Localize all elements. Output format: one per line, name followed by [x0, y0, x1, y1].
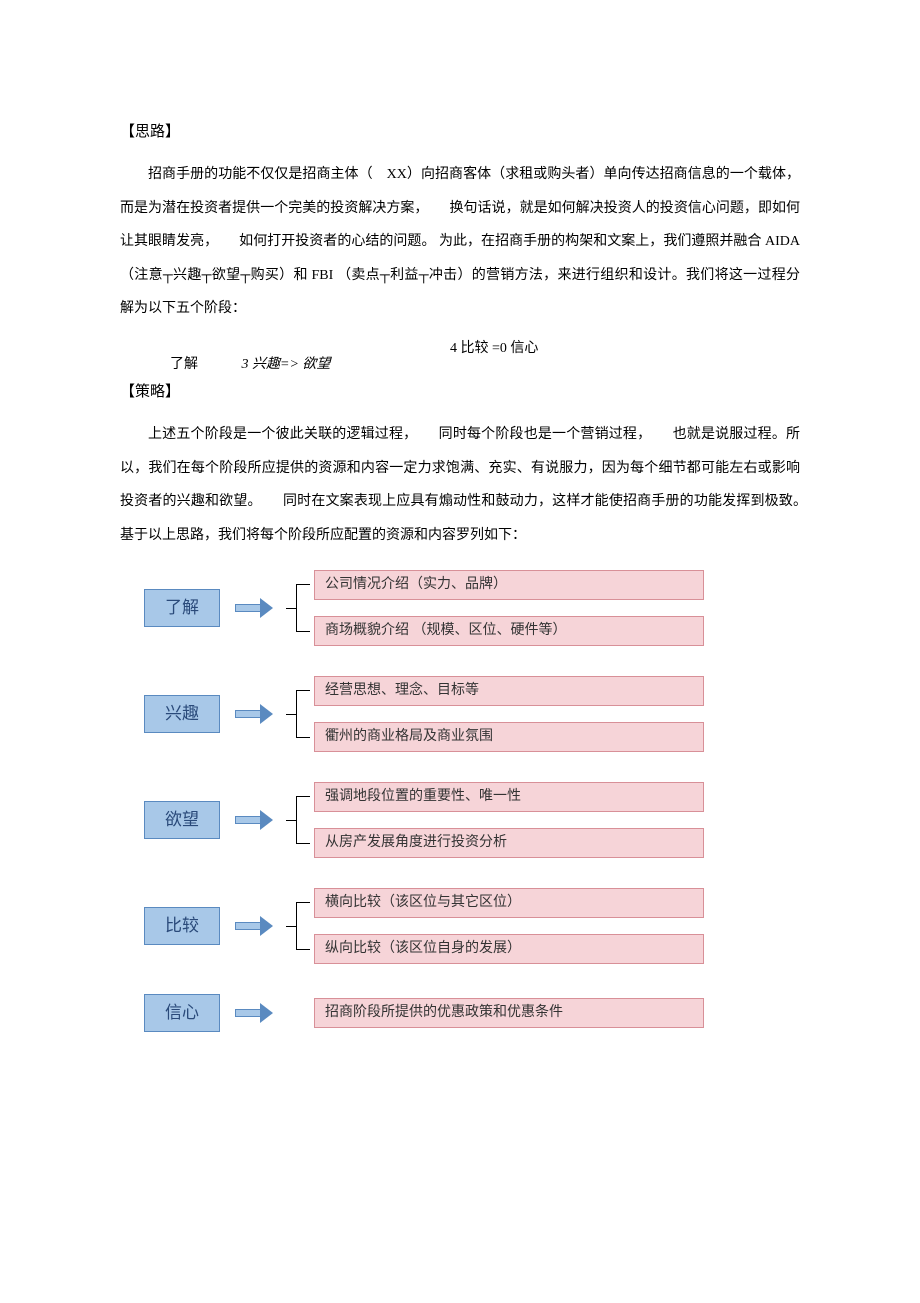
- stage-top-text: 4 比较 =0 信心: [450, 332, 538, 366]
- stage-label-box: 了解: [144, 589, 220, 627]
- content-box: 商场概貌介绍 （规模、区位、硬件等）: [314, 616, 704, 646]
- arrow-icon: [228, 600, 280, 616]
- content-column: 招商阶段所提供的优惠政策和优惠条件: [314, 998, 704, 1028]
- content-box: 衢州的商业格局及商业氛围: [314, 722, 704, 752]
- bracket-icon: [280, 888, 314, 964]
- bracket-icon: [280, 782, 314, 858]
- stage-label-box: 比较: [144, 907, 220, 945]
- content-column: 经营思想、理念、目标等衢州的商业格局及商业氛围: [314, 676, 704, 752]
- paragraph-1: 招商手册的功能不仅仅是招商主体（ XX）向招商客体（求租或购头者）单向传达招商信…: [120, 158, 800, 326]
- stage-bottom-text: 了解 3 兴趣=> 欲望: [170, 348, 330, 382]
- stage-label-box: 兴趣: [144, 695, 220, 733]
- bracket-icon: [280, 676, 314, 752]
- content-column: 公司情况介绍（实力、品牌） 商场概貌介绍 （规模、区位、硬件等）: [314, 570, 704, 646]
- stage-label-box: 信心: [144, 994, 220, 1032]
- stage-diagram: 了解 公司情况介绍（实力、品牌） 商场概貌介绍 （规模、区位、硬件等） 兴趣 经营思想、…: [144, 570, 704, 1032]
- stage-label-box: 欲望: [144, 801, 220, 839]
- content-column: 强调地段位置的重要性、唯一性从房产发展角度进行投资分析: [314, 782, 704, 858]
- paragraph-2: 上述五个阶段是一个彼此关联的逻辑过程， 同时每个阶段也是一个营销过程， 也就是说…: [120, 418, 800, 552]
- content-box: 从房产发展角度进行投资分析: [314, 828, 704, 858]
- arrow-icon: [228, 706, 280, 722]
- stage-row: 欲望 强调地段位置的重要性、唯一性从房产发展角度进行投资分析: [144, 782, 704, 858]
- arrow-icon: [228, 1005, 280, 1021]
- arrow-icon: [228, 812, 280, 828]
- bracket-icon: [280, 570, 314, 646]
- stage-row: 比较 横向比较（该区位与其它区位） 纵向比较（该区位自身的发展）: [144, 888, 704, 964]
- content-box: 强调地段位置的重要性、唯一性: [314, 782, 704, 812]
- content-column: 横向比较（该区位与其它区位） 纵向比较（该区位自身的发展）: [314, 888, 704, 964]
- content-box: 纵向比较（该区位自身的发展）: [314, 934, 704, 964]
- stage-row: 兴趣 经营思想、理念、目标等衢州的商业格局及商业氛围: [144, 676, 704, 752]
- heading-thought: 【思路】: [120, 114, 800, 150]
- stage-mid-label: 3 兴趣=> 欲望: [242, 357, 331, 372]
- content-box: 经营思想、理念、目标等: [314, 676, 704, 706]
- content-box: 招商阶段所提供的优惠政策和优惠条件: [314, 998, 704, 1028]
- arrow-icon: [228, 918, 280, 934]
- stage-row: 信心 招商阶段所提供的优惠政策和优惠条件: [144, 994, 704, 1032]
- stage-inline-line: 4 比较 =0 信心 了解 3 兴趣=> 欲望: [120, 334, 800, 364]
- content-box: 横向比较（该区位与其它区位）: [314, 888, 704, 918]
- stage-left-label: 了解: [170, 357, 198, 372]
- content-box: 公司情况介绍（实力、品牌）: [314, 570, 704, 600]
- stage-row: 了解 公司情况介绍（实力、品牌） 商场概貌介绍 （规模、区位、硬件等）: [144, 570, 704, 646]
